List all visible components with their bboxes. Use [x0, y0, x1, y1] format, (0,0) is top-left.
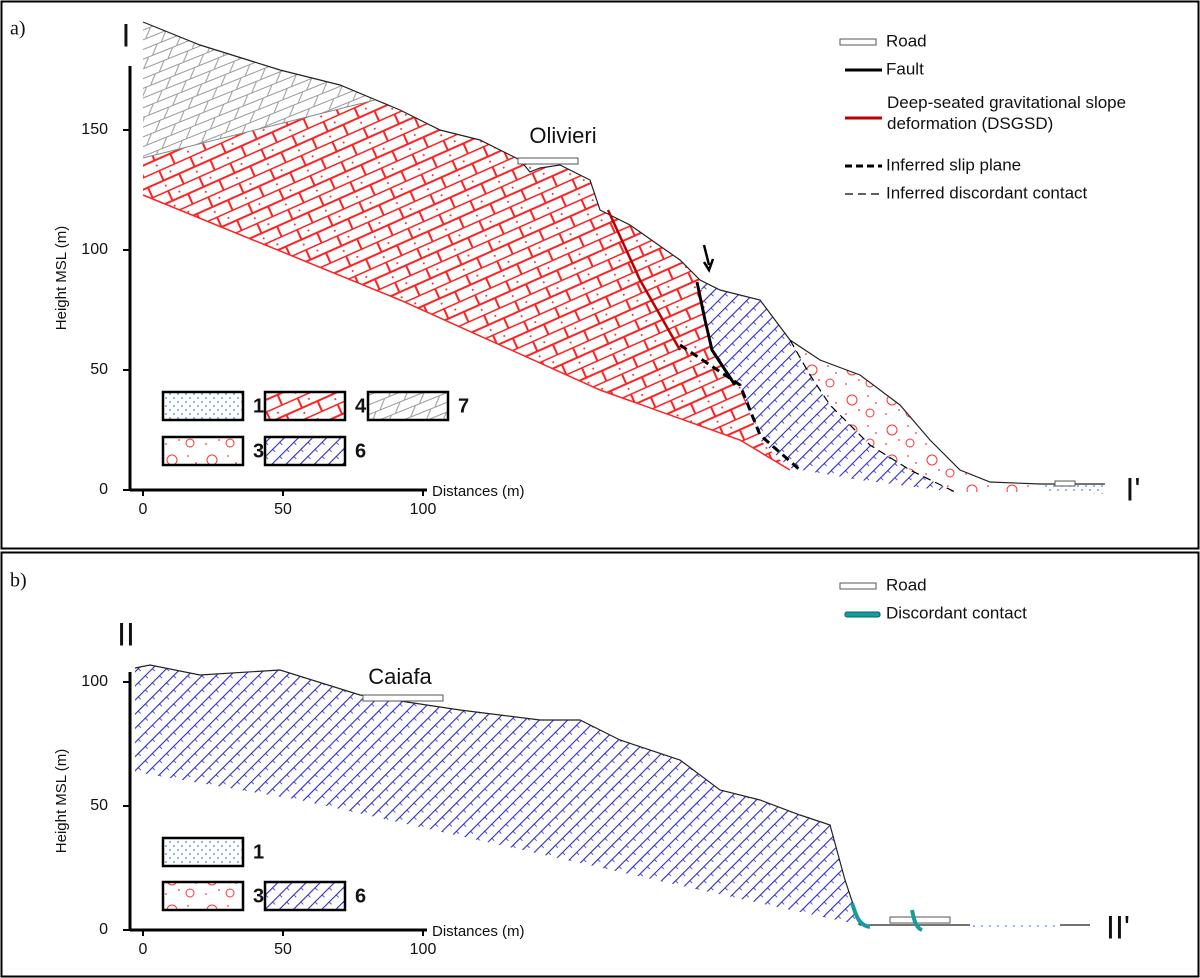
road: [517, 157, 579, 165]
unit-label: 7: [458, 395, 469, 417]
discordant-contact: [789, 339, 956, 493]
panel-label: a): [10, 18, 26, 40]
x-tick-label: 50: [274, 501, 292, 518]
y-tick-label: 100: [81, 241, 108, 258]
dsgsd: [606, 209, 682, 351]
legend-label: Road: [886, 575, 927, 594]
x-tick-label: 100: [410, 941, 437, 958]
y-axis-title: Height MSL (m): [53, 226, 70, 330]
place-name: Olivieri: [529, 123, 596, 148]
unit-label: 1: [253, 841, 264, 863]
discordant-contact: [910, 909, 923, 932]
legend-label: Road: [886, 31, 927, 50]
unit-label: 4: [355, 395, 367, 417]
unit-key: [263, 390, 347, 422]
y-tick-label: 50: [90, 797, 108, 814]
unit-key: [263, 880, 347, 912]
y-tick-label: 0: [99, 921, 108, 938]
road: [889, 916, 951, 924]
unit-4: [143, 100, 790, 470]
x-axis-title: Distances (m): [432, 923, 525, 940]
legend-symbols: [839, 38, 882, 618]
contact: [142, 99, 376, 159]
fault: [695, 281, 737, 386]
road-symbol: [839, 38, 877, 46]
y-tick-label: 150: [81, 121, 108, 138]
topography: [142, 21, 1105, 485]
unit-label: 1: [253, 395, 264, 417]
unit-label: 6: [355, 440, 366, 462]
contact-symbol: [844, 611, 881, 618]
legend-label: Deep-seated gravitational slope deformat…: [887, 93, 1127, 133]
unit-6: [135, 665, 860, 925]
topography: [134, 664, 1090, 926]
unit-label: 6: [355, 885, 366, 907]
legend-label: Inferred discordant contact: [886, 183, 1088, 202]
x-axis-title: Distances (m): [432, 483, 525, 500]
legend-item: Deep-seated gravitational slope deformat…: [887, 93, 1127, 133]
y-tick-label: 0: [99, 481, 108, 498]
y-tick-label: 50: [90, 361, 108, 378]
unit-3: [790, 340, 1045, 492]
panel-frame: [0, 551, 1200, 978]
unit-1: [970, 924, 1060, 928]
x-tick-label: 0: [139, 941, 148, 958]
unit-key: [161, 880, 245, 912]
contact: [142, 194, 791, 471]
legend-label: Fault: [886, 59, 924, 78]
unit-label: 3: [253, 885, 264, 907]
unit-key: [161, 435, 245, 467]
x-tick-label: 0: [139, 501, 148, 518]
x-tick-label: 50: [274, 941, 292, 958]
unit-label: 3: [253, 440, 264, 462]
section-end: I': [1126, 471, 1141, 507]
fault-arrow: [702, 244, 715, 273]
discordant-contact: [850, 902, 871, 929]
unit-7: [143, 22, 375, 158]
road: [1054, 480, 1076, 487]
road: [362, 694, 444, 702]
unit-key: [161, 390, 245, 422]
unit-key: [366, 390, 450, 422]
section-end: II': [1106, 909, 1130, 945]
road-symbol: [839, 582, 877, 590]
x-tick-label: 100: [410, 501, 437, 518]
cross-section-a: [142, 21, 1105, 494]
unit-key: [161, 836, 245, 868]
y-tick-label: 100: [81, 673, 108, 690]
panel-label: b): [10, 570, 27, 592]
cross-section-b: [134, 664, 1090, 932]
legend-label: Inferred slip plane: [886, 155, 1021, 174]
panel-frame: [0, 0, 1200, 550]
unit-key: [263, 435, 347, 467]
legend-label: Discordant contact: [886, 603, 1027, 622]
section-start: II: [117, 616, 135, 652]
y-axis-title: Height MSL (m): [53, 749, 70, 853]
place-name: Caiafa: [368, 664, 432, 689]
section-start: I: [122, 17, 131, 53]
